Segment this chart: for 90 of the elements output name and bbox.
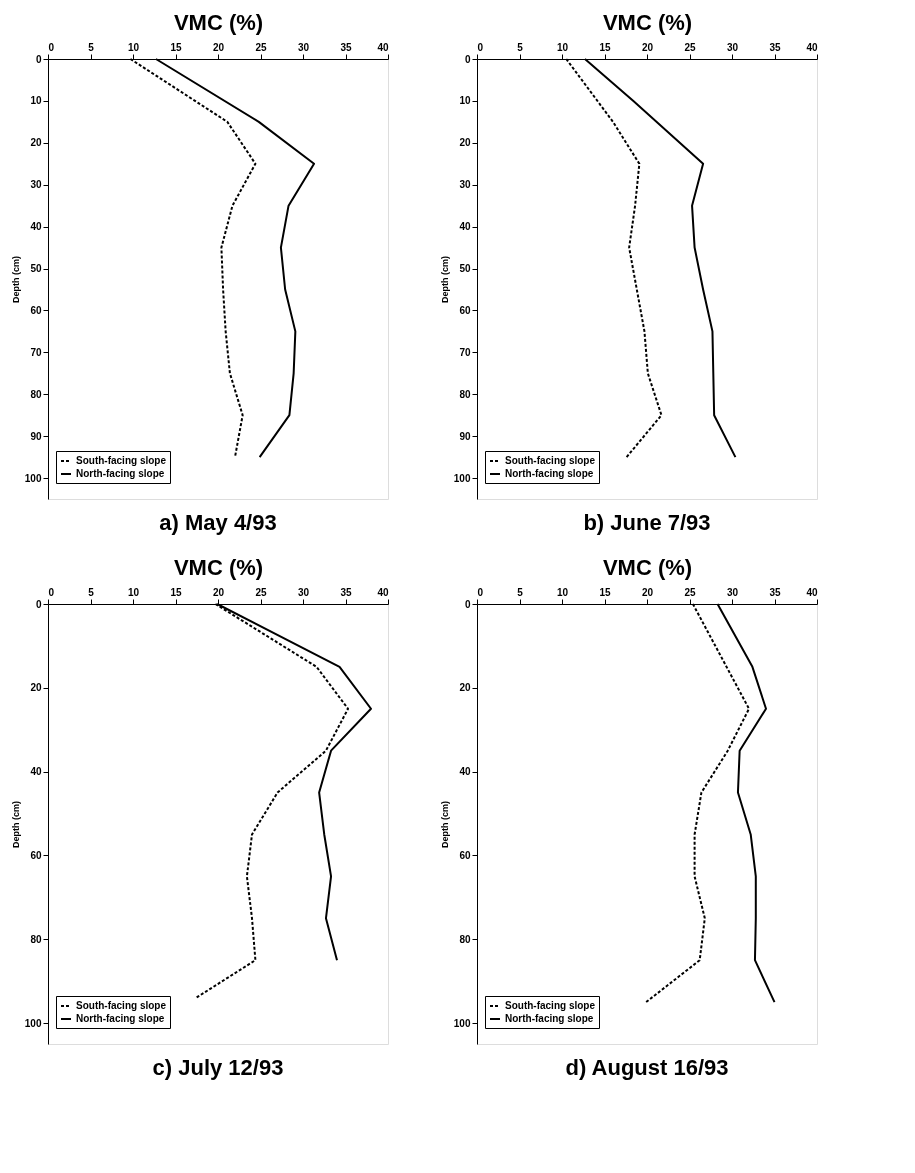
x-tick-label: 30: [297, 41, 310, 53]
y-tick-label: 50: [30, 263, 42, 275]
x-axis-title: VMC (%): [602, 554, 693, 580]
x-tick-label: 15: [599, 586, 611, 598]
y-tick-label: 40: [30, 766, 42, 778]
x-tick-label: 10: [556, 41, 569, 53]
x-tick-label: 25: [684, 41, 696, 53]
y-tick-label: 10: [459, 95, 471, 107]
x-tick-label: 35: [340, 41, 352, 53]
y-tick-label: 0: [35, 53, 42, 65]
x-tick-label: 0: [48, 586, 55, 598]
y-tick-label: 80: [30, 933, 42, 945]
y-tick-label: 0: [464, 53, 471, 65]
y-tick-label: 80: [459, 388, 471, 400]
x-tick-label: 20: [212, 41, 225, 53]
y-axis-title: Depth (cm): [439, 801, 450, 848]
x-tick-label: 30: [297, 586, 310, 598]
y-tick-label: 40: [30, 221, 42, 233]
legend-label: South-facing slope: [505, 1000, 596, 1011]
x-axis-title: VMC (%): [173, 554, 264, 580]
y-tick-label: 30: [459, 179, 471, 191]
x-tick-label: 20: [641, 41, 654, 53]
legend-label: South-facing slope: [505, 455, 596, 466]
x-tick-label: 10: [127, 41, 140, 53]
legend-label: South-facing slope: [76, 455, 167, 466]
text: a) May 4/93: [159, 510, 277, 535]
x-axis-title: VMC (%): [173, 9, 264, 35]
y-tick-label: 20: [30, 137, 42, 149]
x-tick-label: 0: [477, 41, 484, 53]
y-tick-label: 20: [459, 137, 471, 149]
text: d) August 16/93: [565, 1055, 729, 1080]
x-tick-label: 0: [48, 41, 55, 53]
y-tick-label: 40: [459, 221, 471, 233]
y-axis-title: Depth (cm): [439, 256, 450, 303]
x-tick-label: 5: [517, 586, 524, 598]
y-tick-label: 0: [464, 598, 471, 610]
x-tick-label: 5: [517, 41, 524, 53]
x-tick-label: 5: [88, 586, 95, 598]
x-tick-label: 40: [806, 586, 818, 598]
x-tick-label: 40: [377, 41, 389, 53]
legend-label: North-facing slope: [76, 1013, 165, 1024]
y-tick-label: 80: [459, 933, 471, 945]
y-tick-label: 90: [459, 430, 471, 442]
legend-label: North-facing slope: [505, 1013, 594, 1024]
x-tick-label: 20: [641, 586, 654, 598]
x-tick-label: 30: [726, 41, 739, 53]
y-tick-label: 40: [459, 766, 471, 778]
x-tick-label: 30: [726, 586, 739, 598]
y-tick-label: 50: [459, 263, 471, 275]
y-axis-title: Depth (cm): [10, 801, 21, 848]
y-tick-label: 70: [459, 346, 471, 358]
x-tick-label: 15: [170, 41, 182, 53]
text: c) July 12/93: [152, 1055, 284, 1080]
text: b) June 7/93: [583, 510, 711, 535]
y-tick-label: 20: [459, 682, 471, 694]
y-tick-label: 60: [459, 304, 471, 316]
y-tick-label: 100: [453, 1017, 471, 1029]
x-tick-label: 0: [477, 586, 484, 598]
y-tick-label: 60: [30, 849, 42, 861]
y-tick-label: 10: [30, 95, 42, 107]
x-tick-label: 25: [255, 41, 267, 53]
x-tick-label: 35: [769, 586, 781, 598]
y-tick-label: 60: [459, 849, 471, 861]
y-tick-label: 100: [24, 472, 42, 484]
x-tick-label: 15: [170, 586, 182, 598]
y-tick-label: 60: [30, 304, 42, 316]
y-tick-label: 30: [30, 179, 42, 191]
x-tick-label: 5: [88, 41, 95, 53]
x-tick-label: 15: [599, 41, 611, 53]
y-tick-label: 90: [30, 430, 42, 442]
x-axis-title: VMC (%): [602, 9, 693, 35]
x-tick-label: 40: [806, 41, 818, 53]
y-tick-label: 70: [30, 346, 42, 358]
legend-label: North-facing slope: [76, 468, 165, 479]
x-tick-label: 10: [127, 586, 140, 598]
x-tick-label: 25: [684, 586, 696, 598]
x-tick-label: 35: [340, 586, 352, 598]
x-tick-label: 40: [377, 586, 389, 598]
x-tick-label: 35: [769, 41, 781, 53]
y-tick-label: 20: [30, 682, 42, 694]
y-tick-label: 80: [30, 388, 42, 400]
y-tick-label: 100: [453, 472, 471, 484]
y-tick-label: 0: [35, 598, 42, 610]
y-tick-label: 100: [24, 1017, 42, 1029]
x-tick-label: 10: [556, 586, 569, 598]
x-tick-label: 25: [255, 586, 267, 598]
legend-label: North-facing slope: [505, 468, 594, 479]
legend-label: South-facing slope: [76, 1000, 167, 1011]
y-axis-title: Depth (cm): [10, 256, 21, 303]
x-tick-label: 20: [212, 586, 225, 598]
